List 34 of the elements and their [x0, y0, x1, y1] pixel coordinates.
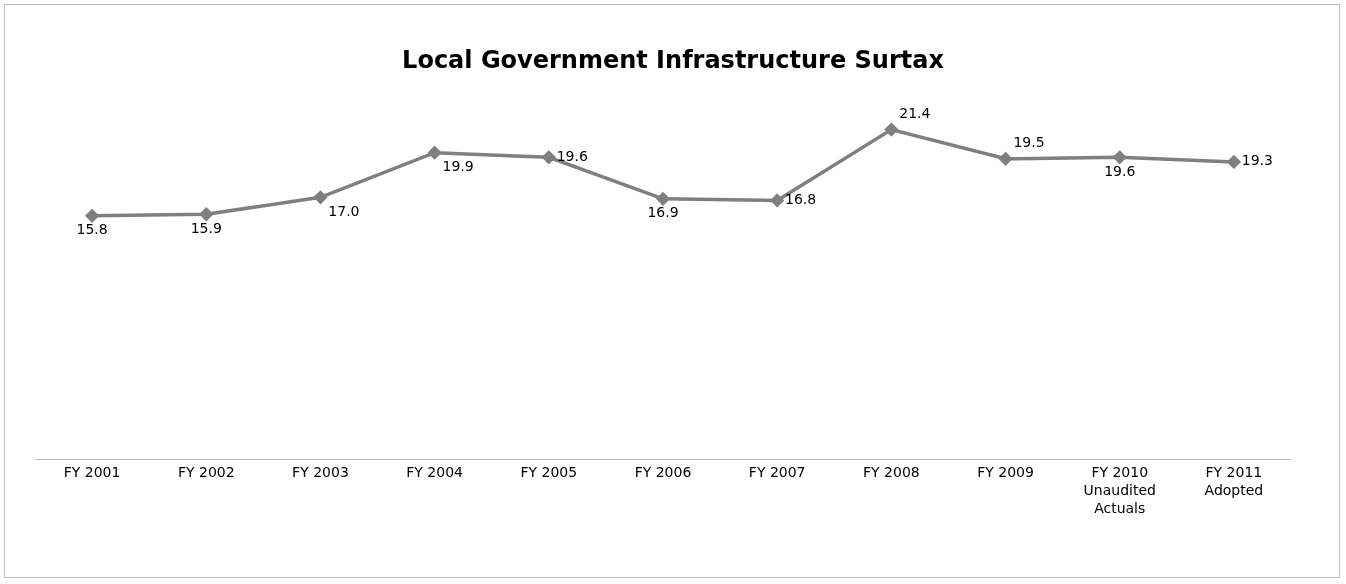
x-tick-label: FY 2002 — [177, 463, 235, 480]
data-label: 19.6 — [1104, 162, 1136, 179]
point — [427, 145, 442, 160]
x-tick-label: FY 2001 — [63, 463, 121, 480]
point — [84, 208, 100, 223]
data-label: 15.8 — [76, 221, 108, 238]
x-tick-label: FY 2004 — [406, 463, 464, 480]
data-label: 15.9 — [190, 219, 222, 236]
x-tick-label: FY 2007 — [748, 463, 806, 480]
data-label: 19.3 — [1241, 152, 1273, 169]
point — [1226, 154, 1242, 170]
point — [998, 151, 1013, 166]
x-tick-label: FY 2009 — [977, 463, 1034, 480]
data-label: 19.6 — [556, 147, 588, 164]
x-tick-label: FY 2010 Unaudited Actuals — [1083, 463, 1156, 517]
data-label: 16.8 — [785, 190, 817, 207]
point — [1112, 150, 1127, 165]
point — [541, 150, 556, 165]
x-tick-label: FY 2005 — [520, 463, 578, 480]
chart-title: Local Government Infrastructure Surtax — [402, 45, 945, 74]
data-label: 17.0 — [328, 202, 360, 219]
data-label: 19.5 — [1013, 134, 1045, 151]
data-label: 16.9 — [647, 204, 679, 221]
x-tick-label: FY 2008 — [863, 463, 920, 480]
data-label: 21.4 — [899, 105, 931, 122]
point — [770, 193, 785, 208]
x-tick-label: FY 2003 — [292, 463, 349, 480]
point — [884, 122, 899, 137]
point — [199, 207, 214, 222]
point — [655, 191, 671, 206]
data-label: 19.9 — [442, 158, 474, 175]
point — [313, 190, 328, 205]
x-tick-label: FY 2006 — [634, 463, 692, 480]
x-tick-label: FY 2011 Adopted — [1204, 463, 1264, 498]
